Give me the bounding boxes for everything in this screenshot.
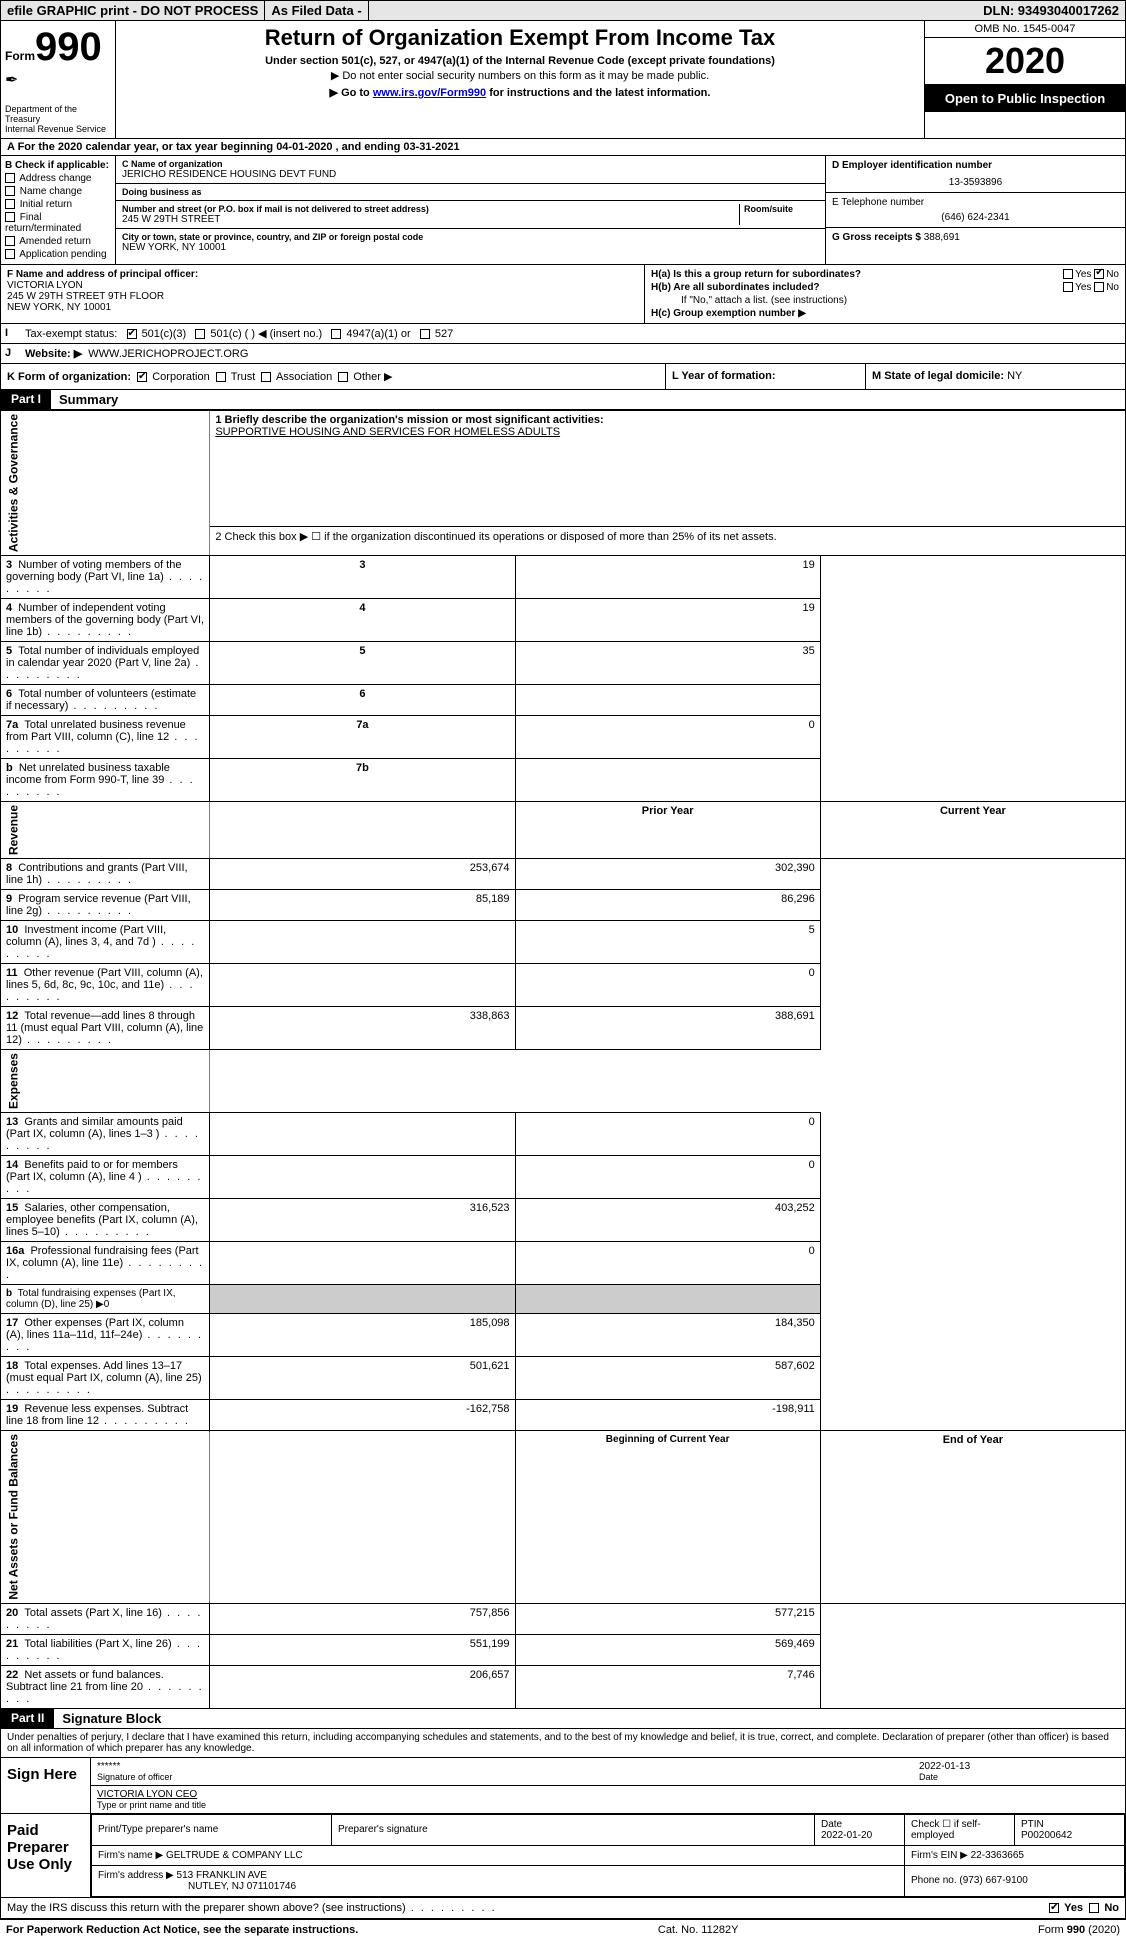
prior-year-value: 501,621 (210, 1357, 515, 1400)
side-ag: Activities & Governance (1, 411, 210, 556)
dept-treasury: Department of the Treasury (5, 104, 111, 124)
part2-header: Part II Signature Block (0, 1709, 1126, 1729)
top-block: Form990 ✒ Department of the Treasury Int… (0, 21, 1126, 139)
prior-year-value: 185,098 (210, 1314, 515, 1357)
website: WWW.JERICHOPROJECT.ORG (88, 348, 248, 360)
row-k: K Form of organization: Corporation Trus… (0, 364, 1126, 390)
current-year-value: -198,911 (515, 1400, 820, 1431)
tax-year: 2020 (925, 38, 1125, 85)
gross-receipts: 388,691 (924, 232, 960, 243)
checkbox-option[interactable]: Final return/terminated (5, 212, 111, 234)
section-deg: D Employer identification number 13-3593… (825, 156, 1125, 264)
row-i: I Tax-exempt status: 501(c)(3) 501(c) ( … (0, 324, 1126, 344)
street-address: 245 W 29TH STREET (122, 214, 739, 225)
summary-table: Activities & Governance 1 Briefly descri… (0, 410, 1126, 1709)
sign-here-label: Sign Here (1, 1758, 91, 1813)
dept-irs: Internal Revenue Service (5, 124, 111, 134)
perjury-declaration: Under penalties of perjury, I declare th… (0, 1729, 1126, 1758)
form-number: Form990 (5, 25, 111, 70)
summary-value: 19 (515, 599, 820, 642)
omb-number: OMB No. 1545-0047 (925, 21, 1125, 38)
beginning-year-value: 206,657 (210, 1665, 515, 1708)
current-year-value: 184,350 (515, 1314, 820, 1357)
telephone: (646) 624-2341 (832, 212, 1119, 223)
firm-phone: (973) 667-9100 (959, 1875, 1027, 1886)
summary-value (515, 759, 820, 802)
checkbox-option[interactable]: Application pending (5, 249, 111, 260)
paid-preparer-label: Paid Preparer Use Only (1, 1814, 91, 1897)
prior-year-value: 316,523 (210, 1199, 515, 1242)
current-year-value: 0 (515, 964, 820, 1007)
row-a: A For the 2020 calendar year, or tax yea… (0, 139, 1126, 156)
prior-year-value: 253,674 (210, 859, 515, 890)
subtitle-2: ▶ Do not enter social security numbers o… (124, 69, 916, 82)
row-j: J Website: ▶ WWW.JERICHOPROJECT.ORG (0, 344, 1126, 364)
prior-year-value: -162,758 (210, 1400, 515, 1431)
signature-block: Sign Here ******Signature of officer 202… (0, 1758, 1126, 1898)
prior-year-value (210, 921, 515, 964)
officer-name: VICTORIA LYON (7, 280, 638, 291)
current-year-value: 0 (515, 1113, 820, 1156)
page-footer: For Paperwork Reduction Act Notice, see … (0, 1919, 1126, 1940)
side-net: Net Assets or Fund Balances (1, 1431, 210, 1604)
checkbox-option[interactable]: Initial return (5, 199, 111, 210)
part1-header: Part I Summary (0, 390, 1126, 410)
subtitle-3: ▶ Go to www.irs.gov/Form990 for instruct… (124, 86, 916, 99)
info-grid: B Check if applicable: Address change Na… (0, 156, 1126, 265)
current-year-value: 388,691 (515, 1007, 820, 1050)
efile-notice: efile GRAPHIC print - DO NOT PROCESS (1, 1, 265, 20)
prior-year-value (210, 964, 515, 1007)
side-rev: Revenue (1, 802, 210, 859)
current-year-value: 0 (515, 1242, 820, 1285)
prior-year-value: 338,863 (210, 1007, 515, 1050)
current-year-value: 5 (515, 921, 820, 964)
org-name: JERICHO RESIDENCE HOUSING DEVT FUND (122, 169, 819, 180)
summary-value: 35 (515, 642, 820, 685)
city-state-zip: NEW YORK, NY 10001 (122, 242, 819, 253)
prior-year-value (210, 1113, 515, 1156)
summary-value: 19 (515, 556, 820, 599)
summary-value: 0 (515, 716, 820, 759)
beginning-year-value: 551,199 (210, 1634, 515, 1665)
preparer-table: Print/Type preparer's name Preparer's si… (91, 1814, 1125, 1897)
checkbox-option[interactable]: Amended return (5, 236, 111, 247)
end-year-value: 569,469 (515, 1634, 820, 1665)
firm-ein: 22-3363665 (971, 1850, 1024, 1861)
summary-value (515, 685, 820, 716)
irs-link[interactable]: www.irs.gov/Form990 (373, 87, 486, 99)
current-year-value: 403,252 (515, 1199, 820, 1242)
ein: 13-3593896 (832, 177, 1119, 188)
checkbox-option[interactable]: Address change (5, 173, 111, 184)
section-c: C Name of organization JERICHO RESIDENCE… (116, 156, 825, 264)
end-year-value: 7,746 (515, 1665, 820, 1708)
officer-name-title: VICTORIA LYON CEO (97, 1789, 1119, 1800)
prior-year-value (210, 1242, 515, 1285)
prior-year-value (210, 1156, 515, 1199)
discuss-row: May the IRS discuss this return with the… (0, 1898, 1126, 1919)
section-fh: F Name and address of principal officer:… (0, 265, 1126, 324)
subtitle-1: Under section 501(c), 527, or 4947(a)(1)… (124, 55, 916, 67)
current-year-value: 302,390 (515, 859, 820, 890)
side-exp: Expenses (1, 1050, 210, 1113)
section-b: B Check if applicable: Address change Na… (1, 156, 116, 264)
current-year-value: 587,602 (515, 1357, 820, 1400)
end-year-value: 577,215 (515, 1603, 820, 1634)
mission: SUPPORTIVE HOUSING AND SERVICES FOR HOME… (215, 426, 1120, 438)
current-year-value: 86,296 (515, 890, 820, 921)
firm-name: GELTRUDE & COMPANY LLC (166, 1850, 303, 1861)
prior-year-value: 85,189 (210, 890, 515, 921)
beginning-year-value: 757,856 (210, 1603, 515, 1634)
as-filed: As Filed Data - (265, 1, 368, 20)
open-public: Open to Public Inspection (925, 85, 1125, 112)
form-title: Return of Organization Exempt From Incom… (124, 25, 916, 51)
header-bar: efile GRAPHIC print - DO NOT PROCESS As … (0, 0, 1126, 21)
current-year-value: 0 (515, 1156, 820, 1199)
dln: DLN: 93493040017262 (977, 1, 1125, 20)
checkbox-option[interactable]: Name change (5, 186, 111, 197)
ptin: P00200642 (1021, 1830, 1072, 1841)
